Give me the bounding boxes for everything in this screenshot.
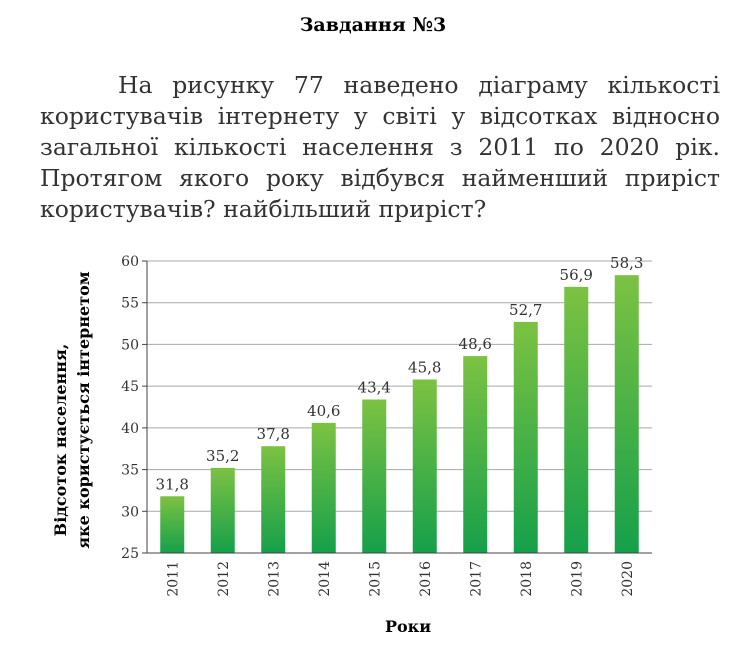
bar-2014 — [311, 422, 336, 553]
value-labels: 31,8 35,2 37,8 40,6 43,4 45,8 48,6 52,7 56,9 58,3 — [156, 254, 644, 493]
x-tick-label: 2015 — [367, 561, 383, 597]
value-label-2015: 43,4 — [358, 378, 391, 396]
value-label-2014: 40,6 — [307, 402, 340, 420]
task-heading: Завдання №3 — [299, 14, 447, 36]
value-label-2012: 35,2 — [206, 447, 239, 465]
x-tick-label: 2020 — [620, 561, 636, 597]
y-tick-label: 45 — [121, 379, 139, 395]
bar-2020 — [614, 275, 639, 553]
bar-2015 — [362, 399, 387, 553]
value-label-2018: 52,7 — [509, 301, 542, 319]
bars — [160, 275, 639, 553]
y-tick-label: 40 — [121, 421, 139, 437]
y-axis-label-line1: Відсоток населення, — [51, 344, 70, 537]
y-tick-label: 30 — [121, 504, 139, 520]
bar-2013 — [261, 446, 286, 553]
task-text: На рисунку 77 наведено діаграму кількост… — [40, 71, 720, 223]
bar-2012 — [210, 467, 235, 553]
y-tick-label: 60 — [121, 254, 139, 270]
x-tick-label: 2018 — [519, 561, 535, 597]
y-axis-label-line2: яке користується інтернетом — [74, 271, 93, 549]
bar-2017 — [463, 356, 488, 553]
value-label-2011: 31,8 — [156, 475, 189, 493]
x-tick-label: 2012 — [216, 561, 232, 597]
x-tick-label: 2017 — [468, 561, 484, 597]
value-label-2020: 58,3 — [610, 254, 643, 272]
value-label-2017: 48,6 — [459, 335, 492, 353]
bar-2016 — [412, 379, 437, 553]
y-tick-label: 50 — [121, 337, 139, 353]
x-tick-labels: 2011 2012 2013 2014 2015 2016 2017 2018 2019 2020 — [165, 561, 636, 597]
bar-2011 — [160, 496, 185, 553]
x-tick-label: 2019 — [569, 561, 585, 597]
bar-2019 — [564, 286, 589, 553]
x-tick-label: 2016 — [418, 561, 434, 597]
x-axis-label: Роки — [385, 617, 431, 636]
value-label-2016: 45,8 — [408, 358, 441, 376]
value-label-2019: 56,9 — [560, 266, 593, 284]
value-label-2013: 37,8 — [257, 425, 290, 443]
x-tick-label: 2014 — [317, 561, 333, 597]
bar-2018 — [513, 321, 538, 553]
y-tick-labels: 25 30 35 40 45 50 55 60 — [121, 254, 147, 562]
y-tick-label: 25 — [121, 546, 139, 562]
x-tick-label: 2013 — [266, 561, 282, 597]
x-tick-label: 2011 — [165, 561, 181, 597]
y-tick-label: 55 — [121, 296, 139, 312]
y-tick-label: 35 — [121, 463, 139, 479]
